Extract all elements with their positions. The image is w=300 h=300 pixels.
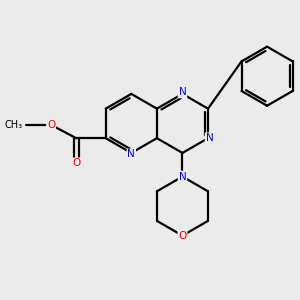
Text: O: O [178,231,187,241]
Text: O: O [47,120,55,130]
Text: N: N [178,87,186,98]
Text: N: N [128,149,135,159]
Text: O: O [72,158,80,168]
Text: N: N [178,172,186,182]
Text: CH₃: CH₃ [5,120,23,130]
Text: N: N [206,133,213,143]
